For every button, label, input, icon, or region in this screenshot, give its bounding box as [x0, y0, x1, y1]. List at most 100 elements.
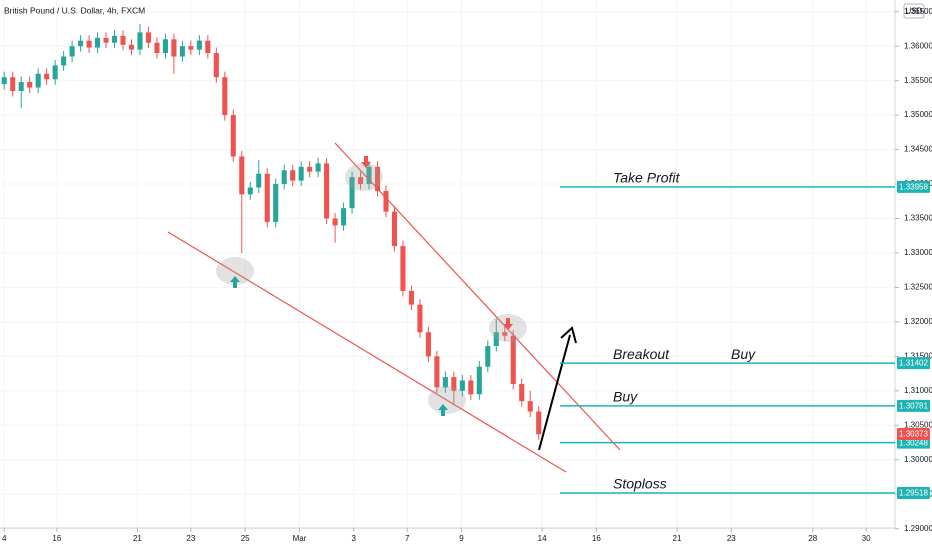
lower-trend-line	[167, 231, 567, 473]
candle-body	[307, 166, 313, 172]
candle-body	[459, 380, 465, 391]
touch-circle	[428, 386, 466, 414]
x-tick-label: 21	[673, 534, 682, 543]
price-badge	[897, 486, 930, 499]
upper-trend-line	[334, 142, 621, 451]
candle-body	[239, 156, 245, 195]
candle-body	[434, 356, 440, 388]
candle-body	[1, 77, 7, 85]
x-tick-label: Mar	[293, 534, 307, 543]
up-arrow-icon	[438, 404, 448, 416]
candle-body	[349, 177, 355, 209]
y-tick-label: 1.31500	[904, 351, 932, 360]
candle-body	[120, 35, 126, 45]
y-tick-label: 1.35000	[904, 110, 932, 119]
candle-body	[78, 40, 84, 47]
level-text: Take Profit	[613, 170, 681, 186]
candle-body	[442, 377, 448, 388]
levels: Take Profit Breakout Buy Buy Stoploss	[560, 170, 895, 494]
x-tick-label: 23	[727, 534, 736, 543]
candle-body	[145, 32, 152, 43]
x-tick-label: 25	[241, 534, 250, 543]
candle-body	[451, 377, 457, 391]
candle-body	[179, 46, 185, 57]
x-tick-label: 9	[459, 534, 464, 543]
candle-body	[391, 211, 398, 247]
y-tick-label: 1.33500	[904, 214, 932, 223]
last-price-badge	[897, 428, 930, 441]
candle-body	[374, 166, 381, 191]
candle-body	[86, 40, 92, 48]
candle-body	[298, 166, 304, 181]
price-badge	[897, 357, 930, 370]
candle-body	[417, 304, 423, 333]
x-tick-label: 30	[862, 534, 871, 543]
candle-body	[315, 163, 321, 172]
y-tick-label: 1.31000	[904, 386, 932, 395]
price-badge-label: 1.33958	[899, 183, 928, 192]
candle-body	[527, 401, 533, 412]
y-tick-label: 1.29000	[904, 524, 932, 533]
level-text: Buy	[613, 389, 638, 405]
candle-body	[485, 346, 491, 367]
x-tick-label: 7	[405, 534, 410, 543]
y-tick-label: 1.32000	[904, 317, 932, 326]
x-tick-label: 23	[186, 534, 195, 543]
candle-body	[493, 332, 499, 347]
grid	[0, 0, 895, 530]
candle-body	[103, 37, 109, 43]
x-tick-label: 28	[808, 534, 817, 543]
x-tick-label: 16	[52, 534, 61, 543]
candle-body	[256, 173, 262, 188]
down-arrow-icon	[361, 156, 371, 168]
candle-body	[188, 46, 194, 50]
candle-body	[111, 35, 118, 43]
candle-body	[324, 163, 330, 219]
y-tick-label: 1.35500	[904, 76, 932, 85]
candle-body	[44, 73, 50, 80]
up-arrow-icon	[230, 276, 240, 288]
candle-body	[510, 335, 516, 384]
y-tick-label: 1.36500	[904, 7, 932, 16]
currency-badge	[903, 3, 925, 19]
currency-label: USD	[906, 7, 923, 16]
candle-body	[69, 46, 75, 57]
candle-body	[222, 77, 228, 116]
touch-circle	[216, 257, 254, 285]
down-arrow-icon	[503, 318, 513, 330]
chart-title: British Pound / U.S. Dollar, 4h, FXCM	[4, 5, 145, 15]
projection-arrow	[538, 334, 571, 451]
candle-body	[332, 218, 338, 226]
candle-body	[95, 37, 101, 48]
candle-body	[162, 39, 168, 54]
candle-body	[205, 40, 211, 54]
candle-body	[383, 190, 389, 212]
candle-body	[519, 383, 525, 402]
price-badge-label: 1.30248	[899, 438, 928, 447]
projection-arrow-head	[560, 326, 577, 344]
candle-body	[61, 56, 67, 66]
y-tick-label: 1.36000	[904, 41, 932, 50]
candle-body	[35, 73, 41, 88]
last-price-label: 1.30373	[899, 430, 928, 439]
candle-body	[154, 42, 160, 54]
candle-body	[425, 332, 431, 357]
candle-body	[213, 53, 219, 78]
candle-body	[408, 290, 414, 305]
candle-body	[230, 115, 236, 157]
level-text: Breakout	[613, 346, 670, 362]
candle-body	[476, 366, 482, 395]
level-text: Buy	[731, 346, 756, 362]
price-badge-label: 1.29518	[899, 489, 928, 498]
price-badge-label: 1.30781	[899, 402, 928, 411]
candle-body	[281, 170, 287, 185]
axes: 1.290001.295001.300001.305001.310001.315…	[2, 7, 932, 543]
candle-body	[341, 208, 347, 226]
candle-body	[52, 65, 58, 80]
candle-body	[400, 246, 406, 291]
touch-circle	[345, 163, 383, 191]
y-tick-label: 1.30500	[904, 420, 932, 429]
y-tick-label: 1.33000	[904, 248, 932, 257]
candle-body	[196, 40, 202, 50]
